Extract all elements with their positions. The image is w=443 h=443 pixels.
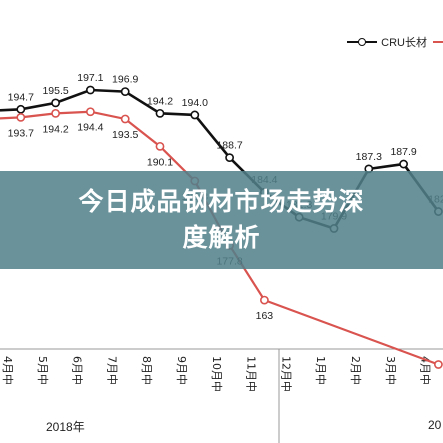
x-tick-label: 7月中 [105,356,118,385]
x-tick-label: 2月中 [349,356,362,385]
data-label-cru: 194.2 [147,95,173,107]
data-label-red: 190.1 [147,156,173,168]
x-tick-label: 6月中 [71,356,84,385]
x-tick-label: 3月中 [384,356,397,385]
data-label-cru: 197.1 [77,72,103,84]
data-point-red [155,141,165,151]
data-label-red: 194.2 [42,123,68,135]
year-label-next: 20 [428,418,442,432]
data-point-cru [225,153,234,163]
data-label-cru: 187.9 [390,146,416,158]
data-point-cru [120,87,130,97]
data-point-cru [399,159,408,169]
data-label-red: 194.4 [77,122,103,134]
data-point-cru [86,85,95,95]
data-label-red: 193.5 [112,129,138,141]
x-tick-label: 12月中 [279,356,292,392]
chart-legend: CRU长材 [347,34,443,50]
data-label-cru: 194.7 [8,91,34,103]
data-label-cru: 188.7 [216,140,242,152]
data-point-cru [155,108,165,118]
x-tick-label: 1月中 [314,356,327,385]
data-point-red [433,360,443,369]
series-line-red [0,110,439,366]
x-tick-label: 10月中 [210,356,223,392]
data-label-cru: 187.3 [356,151,382,163]
x-tick-label: 4月中 [419,356,432,385]
data-label-cru: 196.9 [112,74,138,86]
data-label-cru: 194.0 [182,97,208,109]
data-point-cru [16,104,26,114]
x-tick-label: 8月中 [140,356,153,385]
data-point-red [51,108,60,118]
data-point-red [86,107,95,117]
title-banner: 今日成品钢材市场走势深 度解析 [0,171,443,269]
data-point-red [120,114,130,124]
banner-title-line1: 今日成品钢材市场走势深 [78,187,365,216]
data-point-cru [190,110,200,120]
x-tick-label: 5月中 [36,356,49,385]
legend-swatch-red [433,41,443,43]
legend-swatch-cru [347,38,378,46]
data-point-red [259,295,269,305]
x-tick-label: 4月中 [1,356,14,385]
x-tick-label: 9月中 [175,356,188,385]
data-label-red: 163 [256,310,274,322]
year-label-2018: 2018年 [46,420,85,434]
data-point-red [16,112,26,122]
legend-label-cru: CRU长材 [381,37,427,49]
banner-title-line2: 度解析 [182,223,261,252]
x-tick-label: 11月中 [245,356,258,392]
data-label-cru: 195.5 [42,85,68,97]
data-point-cru [51,98,60,108]
data-label-red: 193.7 [8,127,34,139]
